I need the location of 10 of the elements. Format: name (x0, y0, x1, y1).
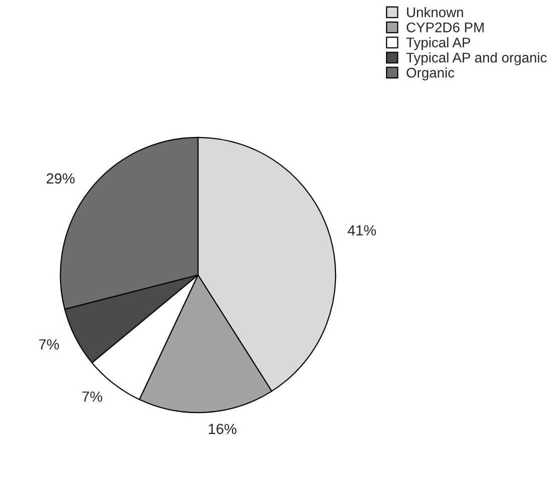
data-label: 7% (82, 392, 102, 402)
legend-label: Unknown (407, 7, 464, 18)
legend-label: Typical AP and organic (406, 52, 547, 66)
legend-label: Typical AP (406, 37, 470, 50)
data-label: 29% (46, 173, 75, 184)
data-label: 7% (39, 339, 59, 350)
legend-label: CYP2D6 PM (406, 22, 484, 32)
data-label: 41% (348, 225, 376, 236)
data-label: 16% (208, 424, 236, 434)
legend-label: Organic (406, 67, 454, 80)
